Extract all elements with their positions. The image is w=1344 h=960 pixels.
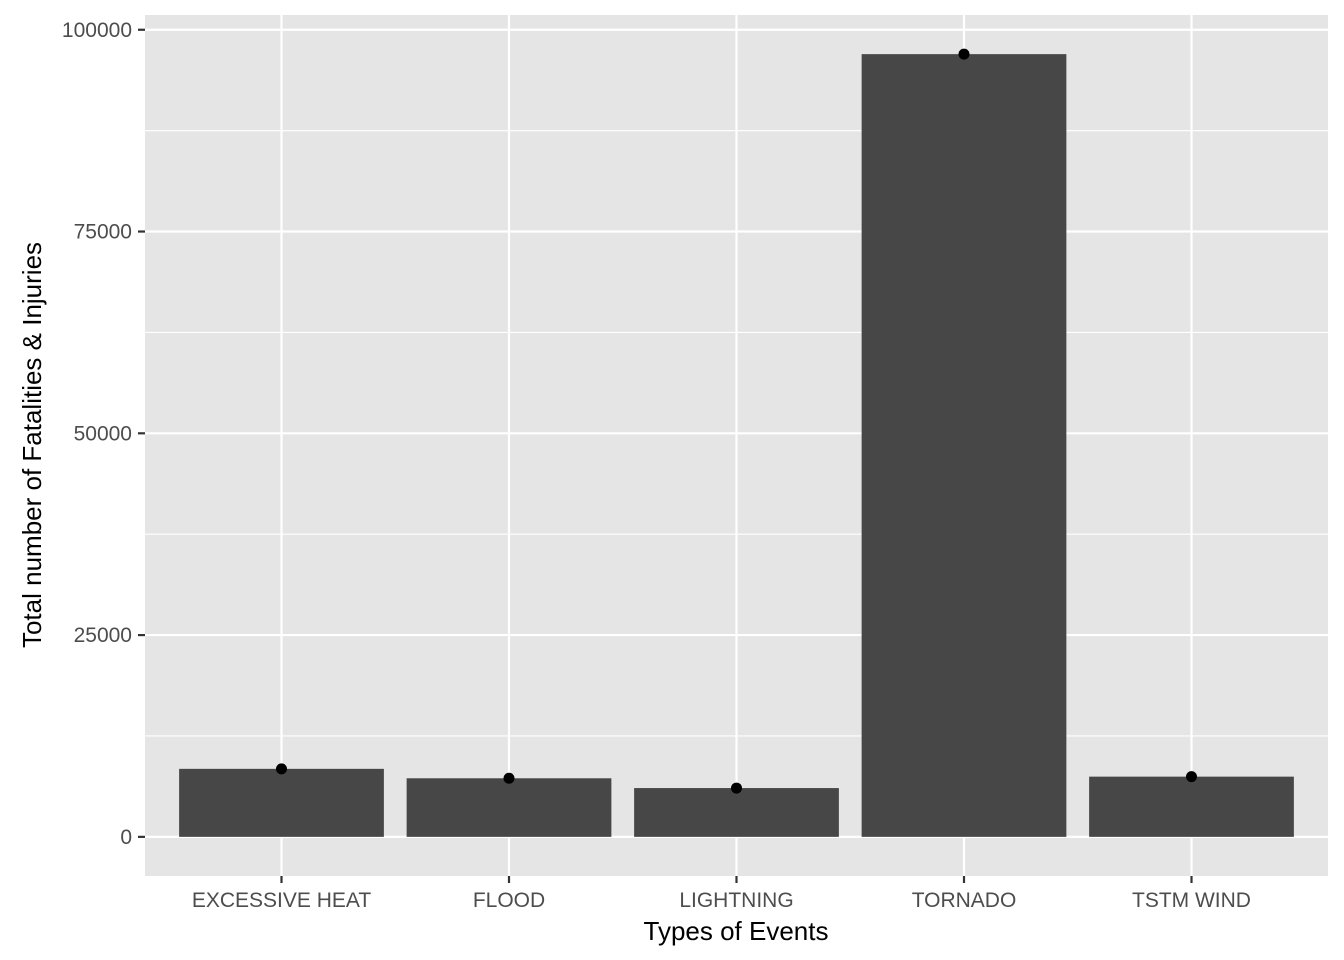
bar [634, 788, 839, 837]
bar [861, 54, 1067, 837]
bar [406, 778, 612, 837]
y-tick-label: 100000 [62, 19, 132, 42]
x-tick-label: FLOOD [473, 889, 545, 912]
y-tick-label: 75000 [74, 221, 132, 244]
bar [1089, 776, 1294, 837]
major-gridlines [145, 15, 1328, 876]
y-axis: 0 25000 50000 75000 100000 [62, 19, 145, 849]
data-point [958, 48, 970, 60]
x-tick-label: EXCESSIVE HEAT [192, 889, 372, 912]
y-tick-label: 50000 [74, 422, 132, 445]
x-axis: EXCESSIVE HEAT FLOOD LIGHTNING TORNADO TSTM … [192, 876, 1251, 912]
x-tick-label: LIGHTNING [679, 889, 793, 912]
data-point [503, 772, 515, 784]
x-axis-title: Types of Events [644, 916, 829, 946]
x-tick-label: TORNADO [912, 889, 1017, 912]
bars [179, 54, 1294, 837]
points [276, 48, 1197, 794]
bar [179, 768, 384, 837]
y-tick-label: 0 [120, 826, 132, 849]
data-point [1186, 771, 1197, 783]
x-tick-label: TSTM WIND [1132, 889, 1251, 912]
y-axis-title: Total number of Fatalities & Injuries [17, 242, 47, 648]
data-point [731, 782, 742, 794]
data-point [276, 763, 287, 775]
y-tick-label: 25000 [74, 624, 132, 647]
